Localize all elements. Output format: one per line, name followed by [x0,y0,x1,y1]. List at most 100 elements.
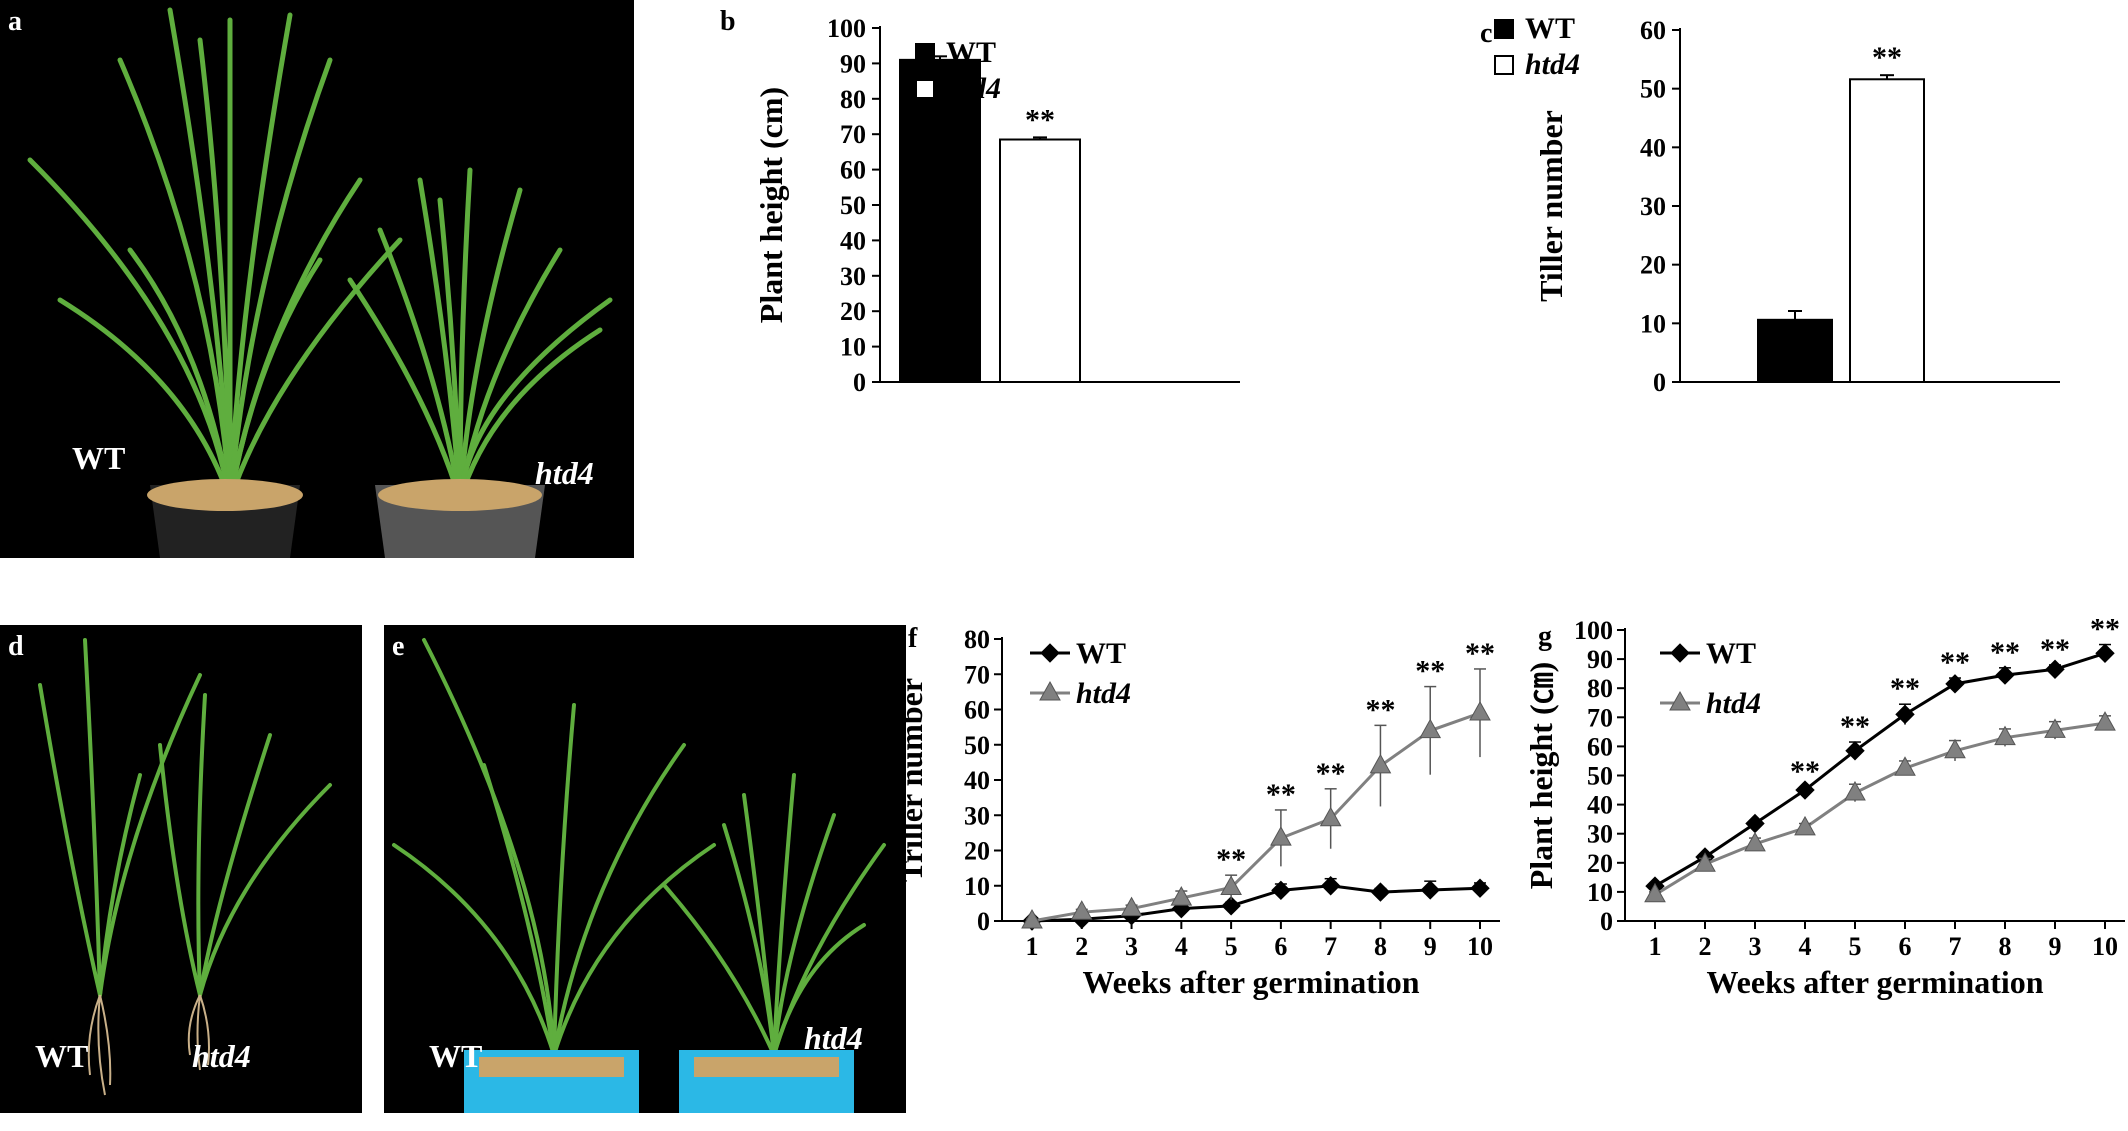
x-tick-label: 4 [1175,932,1188,961]
significance-marker: ** [2040,633,2070,666]
y-axis-title: Plant height (cm) [753,87,789,323]
x-tick-label: 10 [2092,932,2118,961]
panel-letter-f: f [908,623,918,654]
data-point-htd4 [1070,900,1093,920]
x-tick-label: 9 [2049,932,2062,961]
data-point-htd4 [1644,882,1666,903]
y-tick-label: 20 [840,297,866,326]
legend-marker-wt [1040,643,1060,663]
y-tick-label: 60 [1587,732,1613,761]
data-point-htd4 [1694,852,1716,872]
significance-marker: ** [1840,710,1870,743]
significance-marker: ** [1890,672,1920,705]
data-point-htd4 [2094,711,2116,731]
data-point-htd4 [1994,725,2016,746]
photo-label-htd4: htd4 [535,455,594,491]
data-point-htd4 [1794,815,1816,836]
y-tick-label: 20 [964,837,990,866]
significance-marker: ** [1365,693,1395,726]
y-tick-label: 20 [1587,849,1613,878]
panel-letter-b: b [720,6,736,37]
panel-letter-g: g [1538,621,1552,652]
photo-label-wt: WT [72,440,126,476]
data-point-wt [1320,876,1341,896]
y-tick-label: 70 [964,660,990,689]
y-tick-label: 80 [964,625,990,654]
y-tick-label: 0 [1600,907,1613,936]
legend-swatch-htd4 [915,79,935,99]
y-axis-title: Plant height (㎝) [1523,662,1559,890]
y-tick-label: 40 [840,226,866,255]
x-tick-label: 6 [1274,932,1287,961]
data-point-htd4 [1419,718,1442,739]
data-point-wt [1845,741,1865,761]
panel-letter-a: a [8,6,22,37]
significance-marker: ** [1266,778,1296,811]
photo-label-htd4: htd4 [804,1020,863,1056]
x-axis-title: Weeks after germination [1082,964,1419,1000]
legend-label-htd4: htd4 [1525,48,1580,81]
y-tick-label: 70 [840,120,866,149]
x-tick-label: 2 [1075,932,1088,961]
data-point-htd4 [1220,875,1242,896]
y-tick-label: 40 [1587,791,1613,820]
data-point-htd4 [1120,896,1143,917]
rice-seedlings-photo-d [38,638,332,1096]
x-tick-label: 3 [1125,932,1138,961]
legend-marker-htd4 [1669,690,1691,711]
y-tick-label: 100 [827,14,866,43]
rice-plants-photo-a [27,7,613,558]
legend-swatch-wt [1494,19,1514,39]
data-point-htd4 [1319,806,1342,827]
legend-label-wt: WT [1076,637,1126,670]
x-tick-label: 1 [1649,932,1662,961]
legend-label-wt: WT [1525,12,1575,45]
x-tick-label: 7 [1949,932,1962,961]
significance-marker: ** [2090,613,2120,646]
data-point-wt [1745,813,1765,834]
legend-label-htd4: htd4 [1706,687,1761,720]
series-line-wt [1654,651,2106,888]
data-point-htd4 [1844,780,1866,801]
y-tick-label: 50 [1640,75,1666,104]
bar-wt [1757,318,1833,383]
y-tick-label: 30 [1640,192,1666,221]
y-tick-label: 90 [840,49,866,78]
y-tick-label: 40 [1640,133,1666,162]
data-point-wt [1271,880,1291,901]
photo-label-htd4: htd4 [192,1038,251,1074]
y-tick-label: 60 [1640,16,1666,45]
x-tick-label: 8 [1999,932,2012,961]
data-point-htd4 [1469,700,1491,721]
significance-marker: ** [1990,636,2020,669]
data-point-htd4 [1170,886,1193,906]
significance-marker: ** [1465,637,1495,670]
x-tick-label: 6 [1899,932,1912,961]
y-tick-label: 60 [840,156,866,185]
data-point-wt [1945,674,1965,694]
y-axis-title: Tiller number [1533,110,1569,302]
photo-label-wt: WT [429,1038,483,1074]
data-point-htd4 [1021,908,1043,929]
legend-marker-wt [1670,643,1690,663]
x-tick-label: 7 [1324,932,1337,961]
significance-marker: ** [1316,757,1346,790]
y-tick-label: 30 [964,801,990,830]
y-tick-label: 40 [964,766,990,795]
y-tick-label: 10 [1640,309,1666,338]
y-tick-label: 0 [1653,368,1666,397]
x-tick-label: 4 [1799,932,1812,961]
significance-marker: ** [1415,655,1445,688]
data-point-wt [2095,643,2115,663]
chart-b-plant-height: b 0 10 20 30 40 50 60 70 80 90 100 Plant height (cm)… [720,6,1240,397]
data-point-wt [1420,880,1440,900]
x-tick-label: 1 [1026,932,1039,961]
data-point-wt [1895,704,1915,725]
photo-panel-e: e WT htd4 [384,625,906,1113]
data-point-wt [2045,659,2065,679]
legend-label-wt: WT [1706,637,1756,670]
y-axis-title: Triller number [893,678,929,882]
legend-label-htd4: htd4 [946,72,1001,105]
photo-panel-a: a WT htd4 [0,0,634,558]
